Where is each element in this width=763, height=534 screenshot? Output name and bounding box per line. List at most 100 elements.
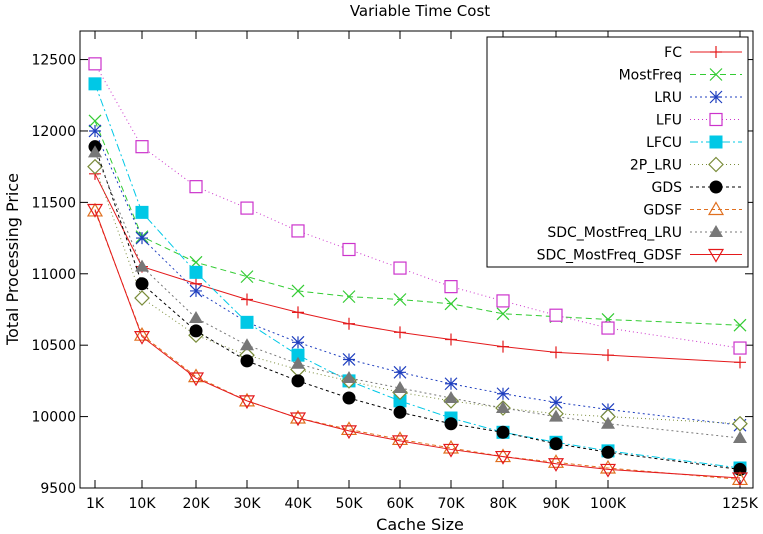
legend-label: SDC_MostFreq_LRU <box>547 225 682 241</box>
data-point <box>241 293 253 306</box>
data-point <box>240 315 254 329</box>
data-point <box>189 284 203 298</box>
legend-label: SDC_MostFreq_GDSF <box>537 248 682 264</box>
x-tick-label: 70K <box>438 496 466 512</box>
data-point <box>135 277 149 291</box>
legend-box <box>486 36 749 268</box>
data-point <box>394 326 406 339</box>
data-point <box>135 259 149 272</box>
legend-label: LRU <box>654 90 682 106</box>
x-tick-label: 100K <box>590 496 627 512</box>
y-tick-label: 9500 <box>40 481 76 497</box>
legend[interactable]: FC MostFreq LRU LFU LFCU 2P_LRU GDS GDSF SDC_Mos… <box>486 36 749 268</box>
y-ticks: 9500 10000 10500 11000 11500 12000 12500 <box>31 53 753 497</box>
legend-marker <box>709 112 723 127</box>
data-point <box>393 405 407 419</box>
series-line <box>94 120 741 326</box>
data-point <box>292 306 304 319</box>
data-point <box>240 354 254 368</box>
data-point <box>496 401 510 414</box>
data-point <box>87 158 103 175</box>
series-sdc-mostfreq-gdsf <box>86 203 749 487</box>
data-point <box>340 425 358 440</box>
data-point <box>732 415 748 432</box>
legend-label: GDS <box>651 180 682 196</box>
data-point <box>86 203 104 218</box>
data-point <box>444 297 458 311</box>
data-point <box>496 425 510 439</box>
series-sdc-mostfreq-lru <box>88 145 747 444</box>
data-point <box>496 307 510 321</box>
data-point <box>88 145 102 158</box>
data-point <box>187 372 205 387</box>
data-point <box>340 421 358 436</box>
legend-item: LFCU <box>646 135 742 151</box>
series-layer <box>86 57 749 487</box>
data-point <box>133 327 151 341</box>
data-point <box>88 57 102 71</box>
legend-label: LFCU <box>646 135 682 151</box>
data-point <box>291 284 305 298</box>
data-point <box>445 333 457 346</box>
legend-item: GDS <box>651 180 742 196</box>
x-tick-label: 60K <box>387 496 415 512</box>
data-point <box>393 293 407 306</box>
data-point <box>444 391 458 404</box>
data-point <box>189 265 203 279</box>
y-tick-label: 10500 <box>31 338 76 354</box>
series-lru <box>88 124 747 432</box>
x-tick-label: 40K <box>285 496 313 512</box>
data-point <box>291 348 305 362</box>
legend-marker <box>709 90 723 104</box>
y-axis-label: Total Processing Price <box>3 173 22 346</box>
data-point <box>342 371 356 384</box>
data-point <box>238 392 256 407</box>
data-point <box>601 321 615 335</box>
x-tick-label: 10K <box>129 496 157 512</box>
data-point <box>238 395 256 410</box>
series-gds <box>88 140 747 476</box>
data-point <box>549 308 563 322</box>
x-tick-label: 50K <box>336 496 364 512</box>
chart-title: Variable Time Cost <box>350 2 490 20</box>
data-point <box>240 270 254 284</box>
data-point <box>444 417 458 431</box>
data-point <box>343 317 355 330</box>
data-point <box>133 331 151 345</box>
data-point <box>135 231 149 245</box>
x-tick-label: 90K <box>543 496 571 512</box>
data-point <box>549 395 563 409</box>
data-point <box>134 290 150 306</box>
x-tick-label: 125K <box>722 496 759 512</box>
data-point <box>291 224 305 238</box>
legend-label: 2P_LRU <box>630 158 682 174</box>
legend-item: 2P_LRU <box>630 156 742 174</box>
legend-marker <box>707 248 725 263</box>
series-lfu <box>88 57 747 355</box>
data-point <box>733 462 747 476</box>
data-point <box>547 458 565 472</box>
data-point <box>289 412 307 427</box>
data-point <box>549 409 563 422</box>
data-point <box>135 140 149 154</box>
data-point <box>291 335 305 349</box>
data-point <box>494 450 512 465</box>
x-tick-label: 80K <box>490 496 518 512</box>
data-point <box>733 318 747 332</box>
legend-label: GDSF <box>643 203 682 219</box>
data-point <box>733 431 747 444</box>
data-point <box>391 435 409 450</box>
legend-marker <box>707 201 725 216</box>
series-line <box>94 130 741 426</box>
data-point <box>240 338 254 351</box>
data-point <box>291 374 305 388</box>
data-point <box>393 381 407 394</box>
y-tick-label: 10000 <box>31 410 76 426</box>
legend-marker <box>709 180 723 194</box>
series-line <box>94 152 741 439</box>
legend-label: MostFreq <box>619 68 682 84</box>
data-point <box>734 356 746 369</box>
data-point <box>88 114 102 128</box>
data-point <box>342 353 356 366</box>
x-tick-label: 1K <box>86 496 105 512</box>
